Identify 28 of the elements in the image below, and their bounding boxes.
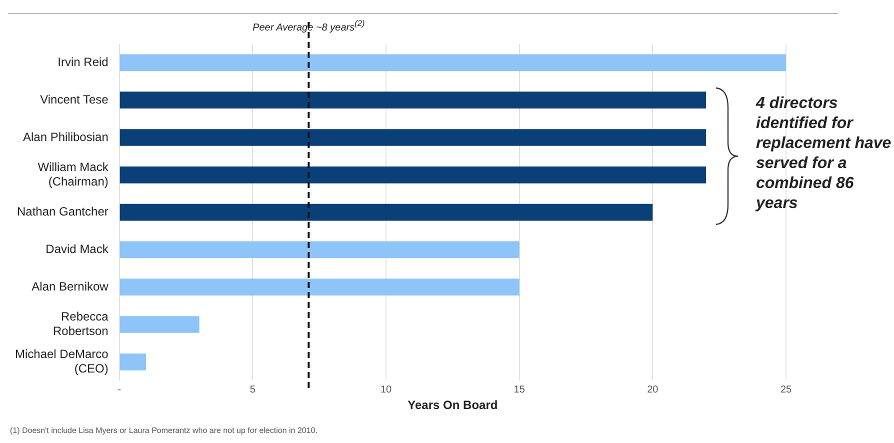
- bar: [120, 278, 520, 296]
- y-tick-label: Rebecca Robertson: [52, 310, 109, 338]
- y-tick-label: Nathan Gantcher: [16, 204, 108, 219]
- bar: [120, 54, 786, 72]
- y-tick-label: David Mack: [46, 242, 110, 256]
- bar: [120, 129, 706, 146]
- y-tick-label: William Mack (Chairman): [38, 160, 110, 188]
- x-tick-label: 5: [250, 384, 256, 396]
- y-tick-label: Vincent Tese: [40, 92, 109, 106]
- y-tick-label: Alan Bernikow: [32, 279, 109, 294]
- y-tick-label: Alan Philibosian: [22, 130, 108, 144]
- x-tick-label: -: [118, 384, 122, 396]
- bar: [120, 92, 706, 109]
- bar: [120, 241, 520, 258]
- x-tick-label: 20: [647, 384, 659, 396]
- ref-line-label: Peer Average ~8 years$^{(2)}$: [252, 18, 366, 34]
- x-tick-label: 10: [380, 384, 392, 396]
- bar: [120, 166, 706, 184]
- bar: [120, 353, 146, 370]
- bar: [120, 316, 200, 333]
- y-tick-label: Michael DeMarco (CEO): [14, 347, 109, 376]
- x-axis-title: Years On Board: [408, 398, 498, 412]
- x-tick-label: 15: [514, 384, 526, 396]
- y-tick-label: Irvin Reid: [58, 55, 108, 70]
- text: (1) Doesn't include Lisa Myers or Laura Pomerantz who are not up for election in 2010.: [10, 426, 318, 435]
- annotation: 4 directors identified for replacement have served for a combined 86 years: [756, 94, 892, 214]
- x-tick-label: 25: [780, 384, 792, 396]
- bar: [120, 204, 653, 221]
